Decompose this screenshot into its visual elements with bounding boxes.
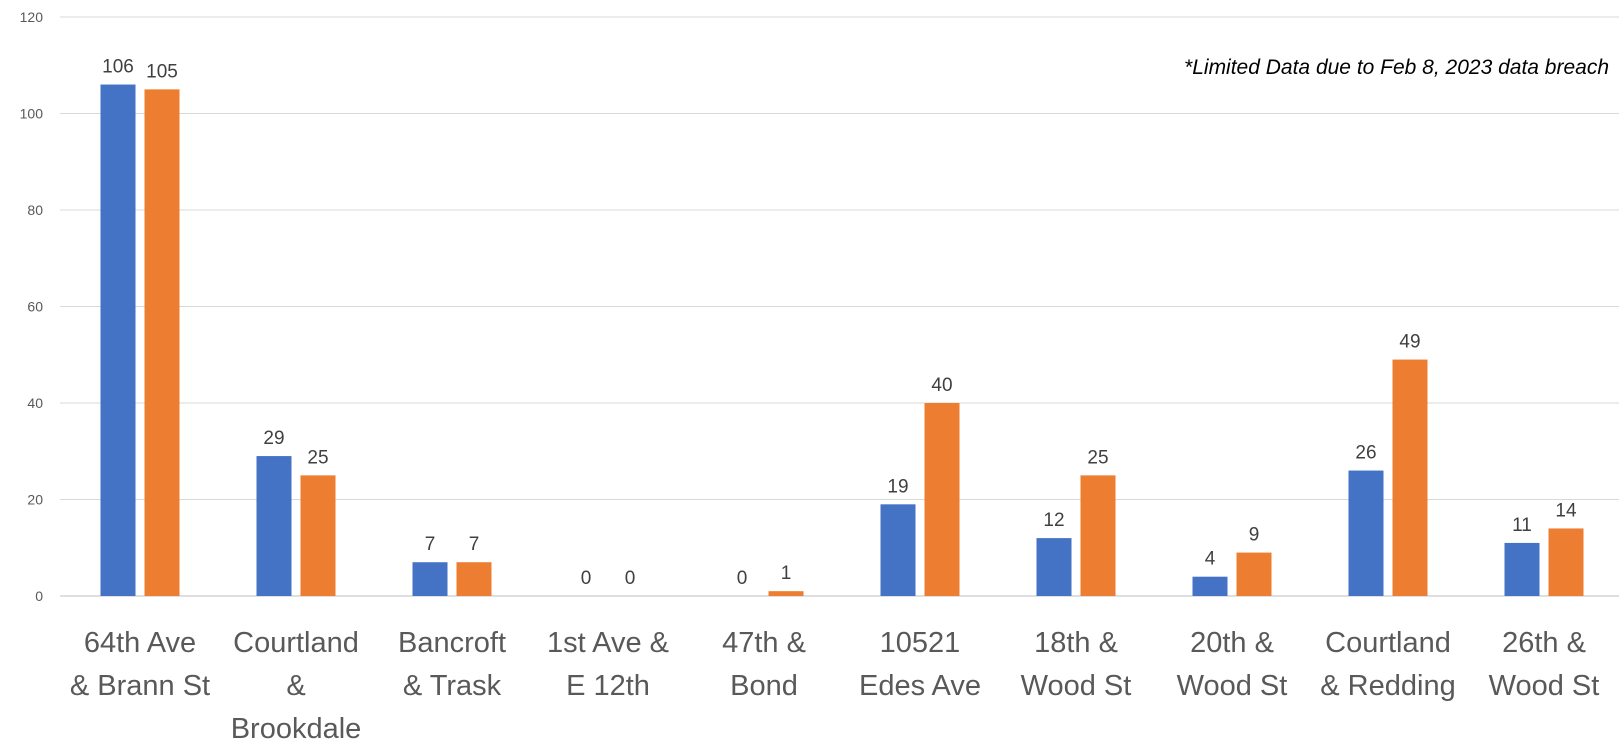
y-tick-label: 80: [27, 202, 43, 218]
data-label: 0: [581, 568, 592, 589]
bar: [768, 591, 804, 596]
y-tick-label: 120: [20, 9, 44, 25]
y-axis: 0 20 40 60 80 100 120: [20, 9, 44, 604]
bar: [1192, 576, 1228, 596]
data-label: 7: [469, 534, 480, 555]
data-label: 25: [1087, 447, 1108, 468]
bar: [880, 504, 916, 596]
category-label: Wood St: [1177, 670, 1288, 702]
data-label: 14: [1555, 500, 1577, 521]
category-label: & Trask: [403, 670, 502, 702]
data-label: 19: [887, 476, 908, 497]
bar: [256, 456, 292, 596]
category-label: Bond: [730, 670, 798, 702]
category-label: 47th &: [722, 627, 806, 659]
y-tick-label: 0: [35, 588, 43, 604]
category-label: E 12th: [566, 670, 650, 702]
x-axis: 64th Ave & Brann St Courtland & Brookdale Ban…: [70, 627, 1599, 742]
bar: [1504, 542, 1540, 596]
category-label: 1st Ave &: [547, 627, 669, 659]
category-label: Wood St: [1489, 670, 1600, 702]
category-label: 10521: [880, 627, 961, 659]
bar: [1036, 538, 1072, 596]
data-label: 105: [146, 61, 178, 82]
data-label: 1: [781, 563, 792, 584]
category-label: & Brann St: [70, 670, 210, 702]
data-label: 25: [307, 447, 328, 468]
bar: [1392, 359, 1428, 596]
y-tick-label: 40: [27, 395, 43, 411]
data-label: 49: [1399, 332, 1420, 353]
bar: [1236, 552, 1272, 596]
data-label: 7: [425, 534, 436, 555]
bar: [924, 403, 960, 596]
data-label: 0: [737, 568, 748, 589]
y-tick-label: 20: [27, 492, 43, 508]
bar: [412, 562, 448, 596]
data-label: 12: [1043, 510, 1064, 531]
data-label: 11: [1512, 515, 1532, 536]
y-tick-label: 100: [20, 106, 44, 122]
data-label: 40: [931, 375, 952, 396]
bars: [100, 84, 1584, 597]
category-label: 64th Ave: [84, 627, 196, 659]
category-label: Edes Ave: [859, 670, 981, 702]
gridlines: [60, 16, 1619, 597]
category-label: &: [286, 670, 305, 702]
data-label: 26: [1355, 443, 1376, 464]
bar: [1348, 470, 1384, 596]
data-note: *Limited Data due to Feb 8, 2023 data br…: [1184, 56, 1609, 79]
category-label: Brookdale: [231, 713, 362, 742]
data-label: 29: [263, 428, 284, 449]
bar: [300, 475, 336, 596]
category-label: 26th &: [1502, 627, 1586, 659]
category-label: Bancroft: [398, 627, 506, 659]
bar: [100, 84, 136, 597]
data-label: 0: [625, 568, 636, 589]
category-label: 18th &: [1034, 627, 1118, 659]
category-label: Courtland: [233, 627, 359, 659]
data-label: 4: [1205, 549, 1216, 570]
category-label: & Redding: [1320, 670, 1455, 702]
bar: [144, 89, 180, 596]
bar: [1548, 528, 1584, 596]
category-label: Wood St: [1021, 670, 1132, 702]
y-tick-label: 60: [27, 299, 43, 315]
category-label: Courtland: [1325, 627, 1451, 659]
data-label: 106: [102, 57, 134, 78]
bar: [1080, 475, 1116, 596]
data-label: 9: [1249, 525, 1260, 546]
bar: [456, 562, 492, 596]
category-label: 20th &: [1190, 627, 1274, 659]
